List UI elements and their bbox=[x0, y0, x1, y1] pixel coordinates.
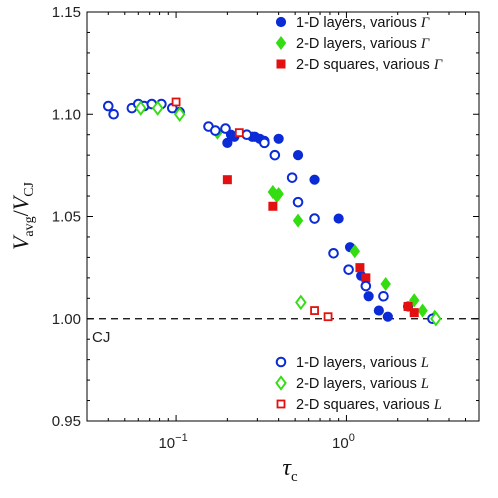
legend-marker bbox=[275, 356, 287, 368]
data-point bbox=[403, 301, 413, 311]
data-point bbox=[234, 128, 244, 138]
legend-label-text: 2-D layers, various bbox=[296, 36, 421, 52]
data-point bbox=[286, 172, 298, 183]
data-point bbox=[363, 291, 374, 302]
data-point bbox=[295, 294, 307, 311]
data-point bbox=[310, 306, 319, 315]
series-1d-layers-l bbox=[102, 98, 438, 325]
data-point bbox=[210, 125, 221, 136]
legend-marker bbox=[275, 16, 287, 28]
data-point bbox=[102, 100, 114, 112]
cj-label: CJ bbox=[92, 329, 110, 346]
legend-top: 1-D layers, various Γ2-D layers, various… bbox=[275, 15, 443, 73]
data-point bbox=[241, 129, 253, 140]
data-point bbox=[171, 97, 181, 107]
legend-label-text: 1-D layers, various bbox=[296, 15, 421, 31]
legend-label-var: L bbox=[433, 397, 442, 413]
series-2d-layers-l bbox=[134, 100, 442, 327]
data-point bbox=[349, 244, 361, 259]
legend-label-text: 1-D layers, various bbox=[296, 355, 421, 371]
data-point bbox=[328, 248, 339, 259]
data-point bbox=[409, 308, 419, 318]
x-tick-label: 100 bbox=[332, 432, 355, 452]
data-point bbox=[220, 123, 231, 134]
y-axis-label-s1: avg bbox=[22, 216, 37, 236]
y-tick-label: 1.10 bbox=[52, 106, 81, 123]
data-point bbox=[259, 137, 270, 149]
legend-label-var: L bbox=[420, 355, 429, 371]
legend-marker bbox=[275, 35, 287, 51]
data-point bbox=[355, 263, 365, 273]
data-point bbox=[292, 196, 304, 208]
legend-marker bbox=[276, 399, 286, 409]
y-tick-label: 0.95 bbox=[52, 413, 81, 430]
legend-bottom: 1-D layers, various L2-D layers, various… bbox=[275, 355, 442, 413]
data-point bbox=[222, 175, 232, 185]
legend-label: 1-D layers, various L bbox=[296, 355, 429, 371]
y-axis-label-slash: / bbox=[8, 209, 33, 216]
data-points bbox=[102, 97, 442, 327]
legend-label-var: Γ bbox=[420, 36, 430, 52]
legend-label-var: L bbox=[420, 376, 429, 392]
y-axis-label-v1: V bbox=[8, 234, 33, 250]
data-point bbox=[382, 311, 393, 322]
legend-marker bbox=[276, 59, 286, 69]
legend-label: 2-D squares, various Γ bbox=[296, 57, 443, 73]
data-point bbox=[173, 106, 186, 123]
data-point bbox=[108, 108, 119, 120]
x-axis-ticks: 10−1 100 bbox=[86, 12, 480, 452]
series-2d-squares-l bbox=[171, 97, 333, 322]
legend-label: 2-D squares, various L bbox=[296, 397, 442, 413]
data-point bbox=[309, 174, 320, 185]
y-axis-label-s2: CJ bbox=[22, 181, 37, 196]
data-point bbox=[292, 150, 304, 161]
series-2d-squares-gamma bbox=[222, 175, 419, 318]
series-2d-layers-gamma bbox=[212, 125, 440, 324]
data-point bbox=[268, 201, 278, 211]
data-point bbox=[273, 133, 284, 144]
legend-label-var: Γ bbox=[420, 15, 430, 31]
legend-label-var: Γ bbox=[433, 57, 443, 73]
data-point bbox=[273, 186, 284, 202]
legend-marker bbox=[275, 375, 287, 391]
legend-label: 1-D layers, various Γ bbox=[296, 15, 430, 31]
data-point bbox=[430, 310, 442, 327]
legend-label-text: 2-D layers, various bbox=[296, 376, 421, 392]
data-point bbox=[417, 303, 428, 318]
data-point bbox=[343, 264, 354, 275]
data-point bbox=[134, 100, 147, 116]
x-axis-label: τc bbox=[282, 455, 298, 485]
legend-label-text: 2-D squares, various bbox=[296, 397, 434, 413]
data-point bbox=[360, 280, 372, 292]
y-axis-label: Vavg/VCJ bbox=[8, 181, 37, 250]
data-point bbox=[361, 273, 371, 283]
y-axis-ticks: 0.95 1.00 1.05 1.10 1.15 bbox=[52, 4, 479, 430]
x-axis-label-main: τ bbox=[282, 455, 292, 481]
y-tick-label: 1.05 bbox=[52, 209, 81, 226]
y-axis-label-v2: V bbox=[8, 194, 33, 210]
data-point bbox=[309, 213, 320, 224]
x-axis-label-sub: c bbox=[291, 469, 298, 485]
data-point bbox=[151, 100, 164, 116]
data-point bbox=[373, 305, 384, 316]
data-point bbox=[333, 213, 344, 224]
data-point bbox=[378, 290, 389, 302]
y-tick-label: 1.15 bbox=[52, 4, 81, 21]
data-point bbox=[323, 312, 333, 322]
data-point bbox=[269, 149, 281, 161]
legend-label-text: 2-D squares, various bbox=[296, 57, 434, 73]
x-tick-label: 10−1 bbox=[158, 432, 187, 452]
data-point bbox=[292, 213, 304, 228]
legend-label: 2-D layers, various Γ bbox=[296, 36, 430, 52]
y-tick-label: 1.00 bbox=[52, 311, 81, 328]
legend-label: 2-D layers, various L bbox=[296, 376, 429, 392]
data-point bbox=[380, 276, 391, 292]
